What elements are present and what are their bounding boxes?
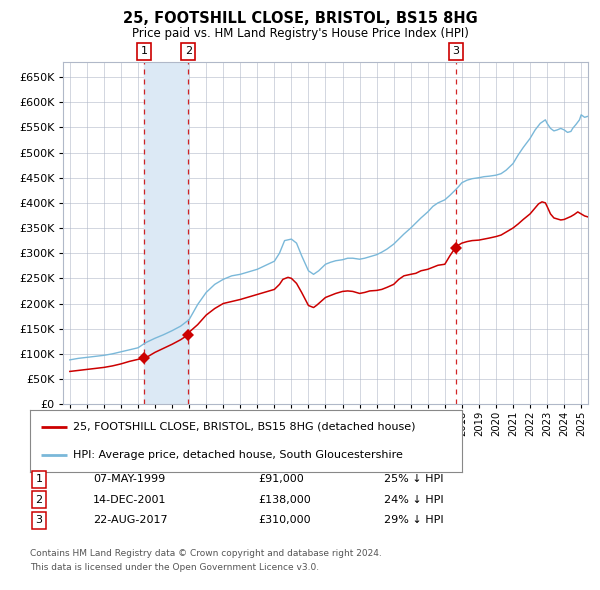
Text: 14-DEC-2001: 14-DEC-2001 bbox=[93, 495, 167, 504]
Text: £91,000: £91,000 bbox=[258, 474, 304, 484]
Text: £138,000: £138,000 bbox=[258, 495, 311, 504]
Text: 07-MAY-1999: 07-MAY-1999 bbox=[93, 474, 165, 484]
Text: 25, FOOTSHILL CLOSE, BRISTOL, BS15 8HG (detached house): 25, FOOTSHILL CLOSE, BRISTOL, BS15 8HG (… bbox=[73, 422, 416, 432]
Text: 1: 1 bbox=[35, 474, 43, 484]
Text: Contains HM Land Registry data © Crown copyright and database right 2024.: Contains HM Land Registry data © Crown c… bbox=[30, 549, 382, 558]
Text: 3: 3 bbox=[35, 516, 43, 525]
Text: 3: 3 bbox=[452, 47, 459, 57]
Text: 1: 1 bbox=[140, 47, 148, 57]
Text: 25, FOOTSHILL CLOSE, BRISTOL, BS15 8HG: 25, FOOTSHILL CLOSE, BRISTOL, BS15 8HG bbox=[122, 11, 478, 25]
Text: 24% ↓ HPI: 24% ↓ HPI bbox=[384, 495, 443, 504]
Bar bbox=[144, 62, 188, 404]
Text: HPI: Average price, detached house, South Gloucestershire: HPI: Average price, detached house, Sout… bbox=[73, 450, 403, 460]
Text: 29% ↓ HPI: 29% ↓ HPI bbox=[384, 516, 443, 525]
Text: 25% ↓ HPI: 25% ↓ HPI bbox=[384, 474, 443, 484]
Text: This data is licensed under the Open Government Licence v3.0.: This data is licensed under the Open Gov… bbox=[30, 563, 319, 572]
Text: Price paid vs. HM Land Registry's House Price Index (HPI): Price paid vs. HM Land Registry's House … bbox=[131, 27, 469, 40]
Text: 2: 2 bbox=[35, 495, 43, 504]
Text: 22-AUG-2017: 22-AUG-2017 bbox=[93, 516, 167, 525]
Text: £310,000: £310,000 bbox=[258, 516, 311, 525]
Text: 2: 2 bbox=[185, 47, 192, 57]
